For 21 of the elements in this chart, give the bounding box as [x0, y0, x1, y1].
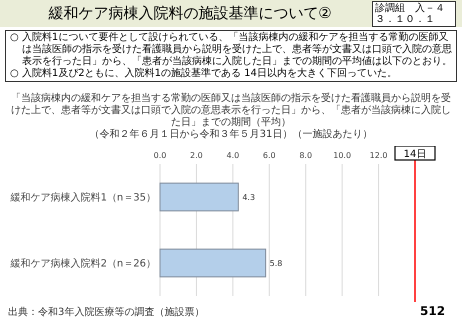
- ref-line-label: 14日: [404, 149, 426, 160]
- x-tick-label: 0.0: [154, 151, 166, 160]
- text: ○ 入院料1及び2ともに、入院料1の施設基準である 14日以内を大きく下回っていた。: [10, 68, 398, 80]
- x-tick-label: 10.0: [333, 151, 352, 160]
- x-tick-label: 2.0: [190, 151, 203, 160]
- text: 512: [420, 304, 446, 318]
- x-tick-label: 6.0: [262, 151, 276, 160]
- text: 診調組 入－４: [375, 3, 446, 14]
- x-tick-label: 8.0: [299, 151, 312, 160]
- y-tick-label: 緩和ケア病棟入院料1（n＝35）: [10, 192, 156, 204]
- text: ○ 入院料1について要件として設けられている、「当該病棟内の緩和ケアを担当する常勤の医師又は当該医師の指示を受けた看護職員から説明を受けた上で、患者等が文書又は口頭で入院の意思表示を行った日」から、「患者が当該病棟に入院した日」までの期間の平均値は以下のとおり。: [10, 32, 452, 68]
- chart-title: 緩和ケア病棟入院料の施設基準について②: [47, 4, 333, 23]
- text: （令和２年６月１日から令和３年５月31日）（一施設あたり）: [88, 129, 374, 141]
- chart-subtitle: 「当該病棟内の緩和ケアを担当する常勤の医師又は当該医師の指示を受けた看護職員から説明を受けた上で、患者等が文書又は口頭で入院の意思表示を行った日」から、「患者が当該病棟に入院した日」までの期間（平均）: [10, 93, 452, 128]
- data-label: 5.8: [270, 259, 282, 268]
- text: ３．１０．１: [375, 14, 436, 25]
- x-tick-label: 12.0: [370, 151, 388, 160]
- data-label: 4.3: [242, 193, 256, 202]
- x-tick-label: 4.0: [226, 151, 240, 160]
- y-tick-label: 緩和ケア病棟入院料2（n＝26）: [10, 258, 156, 270]
- source-note: 出典：令和3年入院医療等の調査（施設票）: [8, 306, 204, 319]
